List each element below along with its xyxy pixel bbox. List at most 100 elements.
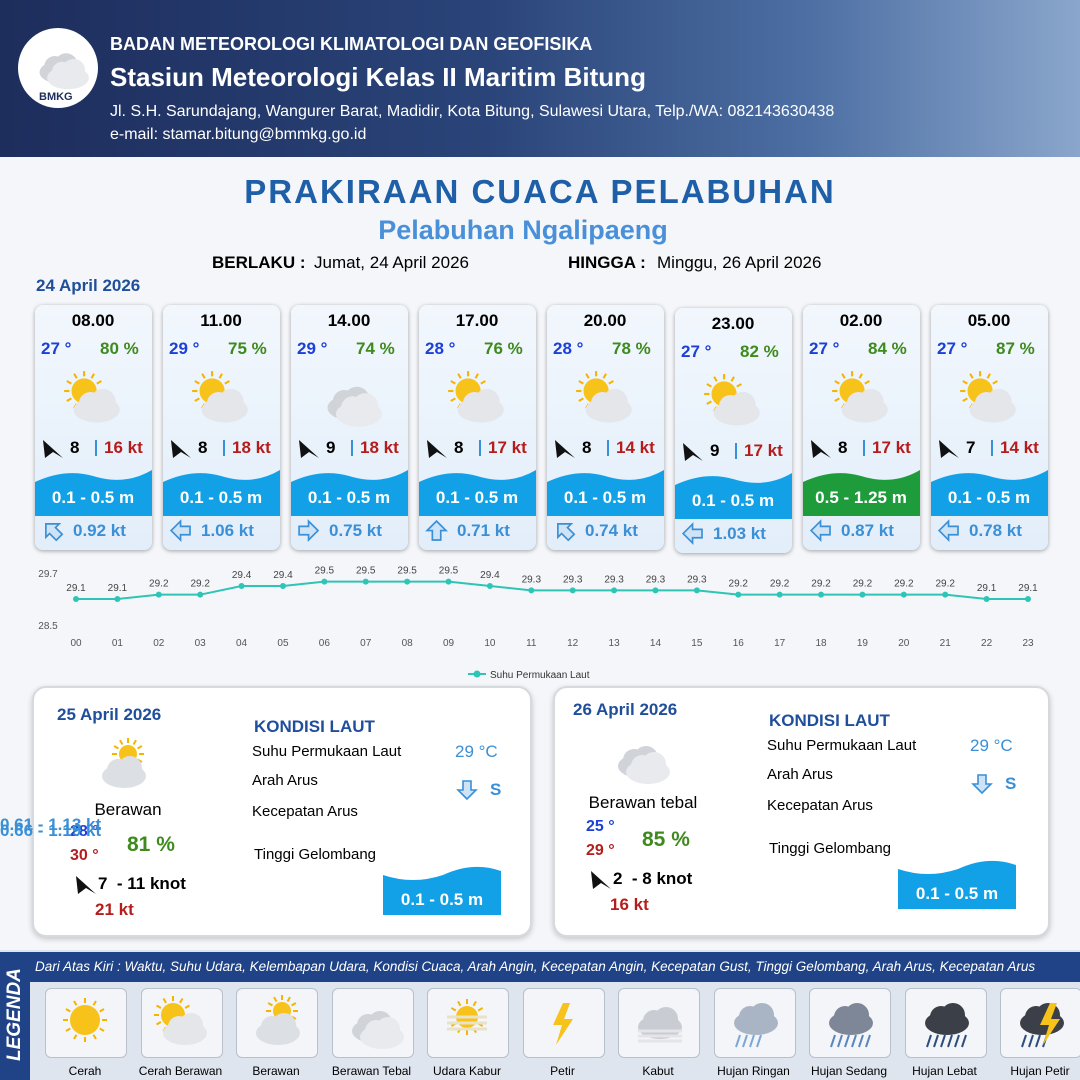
weather-icon [327, 386, 383, 427]
sun-ray [92, 1034, 97, 1040]
panel-humidity: 85 % [642, 828, 690, 851]
sst-point [569, 587, 576, 594]
x-tick-label: 17 [774, 638, 786, 649]
weather-icon [64, 371, 120, 423]
rain [953, 1034, 960, 1048]
data-label: 29.1 [108, 583, 128, 594]
icon-group [638, 1007, 682, 1043]
wind-arrow [683, 443, 703, 461]
slot-wind: 8 [454, 438, 464, 457]
rain [1021, 1034, 1027, 1048]
wave-band [931, 470, 1048, 516]
sst-point [611, 587, 618, 594]
data-label: 29.3 [563, 574, 583, 585]
sst-chart: 28.5 29.7 00 01 02 03 04 05 06 07 08 09 10 11 12 13 14 15… [38, 566, 1038, 681]
rain [748, 1034, 755, 1048]
cloud [352, 393, 378, 419]
data-label: 29.4 [480, 570, 500, 581]
sun-ray [73, 373, 78, 379]
cloud [178, 1013, 203, 1037]
slot-current: 1.03 kt [713, 524, 766, 543]
sun-ray [162, 998, 167, 1004]
slot-gust: 17 kt [744, 441, 783, 460]
sun-ray [66, 397, 72, 402]
wind-arrow [171, 440, 191, 458]
sst-point [942, 591, 949, 598]
wave-box [898, 860, 1016, 909]
sst-label: Suhu Permukaan Laut [252, 743, 402, 760]
icon-group [447, 999, 487, 1035]
icon-group [102, 738, 146, 788]
data-label: 29.2 [894, 579, 914, 590]
sun-ray [291, 1002, 297, 1007]
icon-group [924, 1003, 969, 1048]
weather-icon [618, 746, 670, 784]
panel-wind: 7 - 11 knot [98, 874, 186, 893]
sst-point [652, 587, 659, 594]
y-tick-label: 29.7 [38, 569, 58, 580]
x-tick-label: 13 [609, 638, 621, 649]
sun-ray [834, 380, 840, 385]
sst-point [197, 591, 204, 598]
weather-icon [39, 53, 89, 90]
wind-arrow [939, 440, 959, 458]
slot-wind: 8 [198, 438, 208, 457]
address: Jl. S.H. Sarundajang, Wangurer Barat, Ma… [110, 103, 835, 120]
rain [830, 1034, 836, 1048]
cloud [940, 1003, 965, 1027]
wave-label: Tinggi Gelombang [254, 846, 377, 863]
email: e-mail: stamar.bitung@bmmkg.go.id [110, 126, 367, 143]
valid-to-label: HINGGA : [568, 253, 646, 272]
wave-band [35, 470, 152, 516]
legend-item: Berawan Tebal [331, 1064, 412, 1078]
icon-group [192, 371, 248, 423]
data-label: 29.3 [687, 574, 707, 585]
sst-point [486, 583, 493, 589]
icon-group [829, 1003, 873, 1048]
x-tick-label: 00 [70, 638, 82, 649]
valid-from: Jumat, 24 April 2026 [314, 253, 469, 272]
wave-label: Tinggi Gelombang [769, 840, 892, 857]
cloud [474, 388, 500, 415]
x-tick-label: 04 [236, 638, 248, 649]
rain [939, 1034, 946, 1048]
slot-gust: 17 kt [488, 438, 527, 457]
sun-ray [477, 1007, 484, 1012]
legend-item: Hujan Petir [1010, 1064, 1070, 1078]
sun-ray [119, 739, 124, 745]
x-tick-label: 06 [319, 638, 331, 649]
x-tick-label: 01 [112, 638, 124, 649]
slot-humidity: 84 % [868, 339, 907, 358]
sun-ray [969, 373, 974, 379]
slot-humidity: 74 % [356, 339, 395, 358]
x-tick-label: 10 [484, 638, 496, 649]
data-label: 29.3 [604, 574, 624, 585]
sun-ray [224, 380, 230, 385]
cloud [845, 1003, 869, 1027]
arrow [169, 519, 191, 543]
legend-note-bar [0, 952, 1080, 982]
sun-ray [90, 373, 95, 379]
cloud [602, 388, 628, 415]
slot-humidity: 82 % [740, 342, 779, 361]
subtitle: Pelabuhan Ngalipaeng [378, 215, 668, 245]
panel-temp-min: 28 ° [70, 823, 99, 840]
dir-value: S [1005, 774, 1017, 793]
sst-point [735, 591, 742, 598]
wind-arrow [591, 871, 611, 889]
wave [419, 470, 536, 516]
icon-group [39, 53, 89, 90]
sun-ray [273, 996, 278, 1002]
header-background [0, 0, 1080, 157]
bolt [1040, 1003, 1060, 1045]
sun-ray [986, 373, 991, 379]
panel-gust: 21 kt [95, 900, 134, 919]
icon-group [1020, 1003, 1064, 1048]
sun-ray [99, 1008, 105, 1013]
slot-time: 17.00 [455, 311, 499, 330]
sun-ray [608, 380, 614, 385]
sun-ray [602, 373, 607, 379]
sun-ray [73, 1034, 78, 1040]
data-label: 29.3 [646, 574, 666, 585]
